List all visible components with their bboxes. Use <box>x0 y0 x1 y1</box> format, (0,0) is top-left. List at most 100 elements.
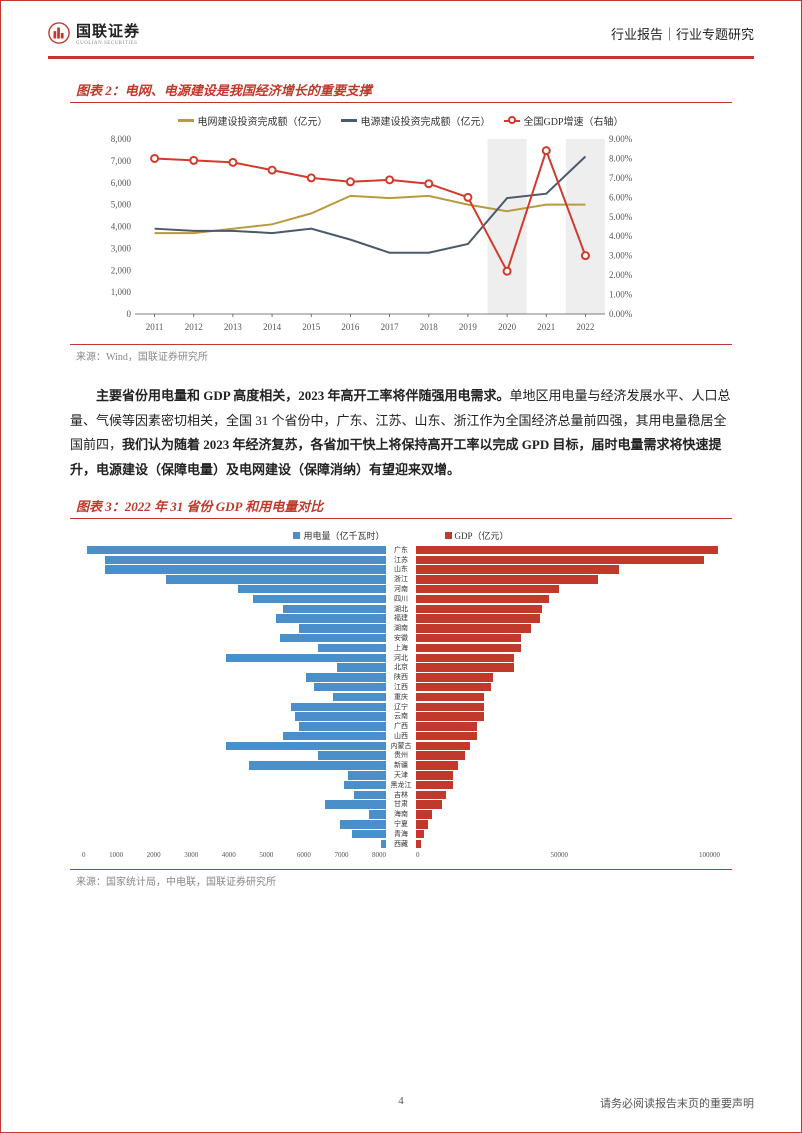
gdp-bar <box>416 654 514 663</box>
province-label: 江西 <box>386 683 416 692</box>
elec-bar <box>325 800 386 809</box>
svg-text:2014: 2014 <box>263 322 282 332</box>
gdp-bar <box>416 712 484 721</box>
elec-bar <box>253 595 386 604</box>
svg-text:9.00%: 9.00% <box>609 134 633 144</box>
gdp-bar <box>416 810 432 819</box>
svg-text:4,000: 4,000 <box>111 222 132 232</box>
province-label: 重庆 <box>386 693 416 702</box>
svg-text:4.00%: 4.00% <box>609 231 633 241</box>
province-label: 天津 <box>386 771 416 780</box>
elec-bar <box>105 565 386 574</box>
legend-gdp2-label: GDP（亿元） <box>455 529 509 542</box>
gdp-bar <box>416 585 559 594</box>
svg-text:0: 0 <box>127 309 132 319</box>
figure2-chart: 电网建设投资完成额（亿元） 电源建设投资完成额（亿元） 全国GDP增速（右轴） … <box>70 103 732 344</box>
figure3-legend: 用电量（亿千瓦时） GDP（亿元） <box>82 529 720 542</box>
figure2-source: 来源：Wind，国联证券研究所 <box>70 344 732 366</box>
gdp-bar <box>416 732 477 741</box>
province-label: 内蒙古 <box>386 742 416 751</box>
svg-text:2015: 2015 <box>302 322 321 332</box>
gdp-bar <box>416 722 477 731</box>
province-label: 贵州 <box>386 751 416 760</box>
elec-bar <box>283 605 386 614</box>
province-label: 广西 <box>386 722 416 731</box>
gdp-bar <box>416 683 491 692</box>
elec-bar <box>333 693 386 702</box>
svg-text:2019: 2019 <box>459 322 478 332</box>
figure3-axis: 800070006000500040003000200010000 050000… <box>82 851 720 859</box>
gdp-bar <box>416 781 453 790</box>
gdp-bar <box>416 595 549 604</box>
svg-text:2012: 2012 <box>185 322 203 332</box>
elec-bar <box>87 546 386 555</box>
elec-bar <box>318 751 386 760</box>
logo-en: GUOLIAN SECURITIES <box>76 41 140 46</box>
province-label: 广东 <box>386 546 416 555</box>
gdp-bar <box>416 693 484 702</box>
elec-bar <box>276 614 386 623</box>
province-label: 西藏 <box>386 840 416 849</box>
svg-text:8,000: 8,000 <box>111 134 132 144</box>
province-label: 四川 <box>386 595 416 604</box>
svg-text:1,000: 1,000 <box>111 287 132 297</box>
gdp-bar <box>416 840 421 849</box>
figure3-title: 图表 3：2022 年 31 省份 GDP 和用电量对比 <box>70 493 732 519</box>
header: 国联证券 GUOLIAN SECURITIES 行业报告｜行业专题研究 <box>0 0 802 54</box>
province-label: 湖北 <box>386 605 416 614</box>
svg-text:2016: 2016 <box>341 322 360 332</box>
svg-text:3.00%: 3.00% <box>609 251 633 261</box>
gdp-bar <box>416 624 531 633</box>
legend-gdp-label: 全国GDP增速（右轴） <box>523 113 623 128</box>
elec-bar <box>166 575 386 584</box>
gdp-bar <box>416 663 514 672</box>
elec-bar <box>306 673 386 682</box>
page-number: 4 <box>398 1095 404 1107</box>
province-label: 安徽 <box>386 634 416 643</box>
svg-text:2.00%: 2.00% <box>609 270 633 280</box>
elec-bar <box>280 634 386 643</box>
logo-cn: 国联证券 <box>76 20 140 41</box>
svg-text:2013: 2013 <box>224 322 243 332</box>
elec-bar <box>249 761 386 770</box>
legend-grid-label: 电网建设投资完成额（亿元） <box>197 113 327 128</box>
svg-text:6,000: 6,000 <box>111 178 132 188</box>
figure3-source: 来源：国家统计局，中电联，国联证券研究所 <box>70 869 732 891</box>
svg-text:2018: 2018 <box>420 322 439 332</box>
elec-bar <box>238 585 386 594</box>
svg-text:2011: 2011 <box>146 322 164 332</box>
svg-text:5,000: 5,000 <box>111 200 132 210</box>
svg-text:2022: 2022 <box>576 322 594 332</box>
svg-text:2020: 2020 <box>498 322 517 332</box>
elec-bar <box>283 732 386 741</box>
province-label: 河南 <box>386 585 416 594</box>
elec-bar <box>299 722 386 731</box>
elec-bar <box>348 771 386 780</box>
footer-disclaimer: 请务必阅读报告末页的重要声明 <box>600 1095 754 1111</box>
gdp-bar <box>416 830 424 839</box>
gdp-bar <box>416 605 542 614</box>
gdp-bar <box>416 644 521 653</box>
gdp-bar <box>416 546 718 555</box>
elec-bar <box>369 810 386 819</box>
gdp-bar <box>416 820 428 829</box>
svg-text:7,000: 7,000 <box>111 156 132 166</box>
figure2-legend: 电网建设投资完成额（亿元） 电源建设投资完成额（亿元） 全国GDP增速（右轴） <box>90 113 712 128</box>
body-text: 主要省份用电量和 GDP 高度相关，2023 年高开工率将伴随强用电需求。单地区… <box>70 384 732 483</box>
gdp-bar <box>416 800 442 809</box>
elec-bar <box>291 703 386 712</box>
gdp-bar <box>416 565 619 574</box>
elec-bar <box>226 654 386 663</box>
gdp-bar <box>416 673 493 682</box>
elec-bar <box>354 791 386 800</box>
province-label: 云南 <box>386 712 416 721</box>
svg-text:1.00%: 1.00% <box>609 290 633 300</box>
elec-bar <box>344 781 386 790</box>
svg-text:5.00%: 5.00% <box>609 212 633 222</box>
figure2-title: 图表 2：电网、电源建设是我国经济增长的重要支撑 <box>70 77 732 103</box>
province-label: 北京 <box>386 663 416 672</box>
gdp-bar <box>416 761 458 770</box>
footer: 4 请务必阅读报告末页的重要声明 <box>0 1095 802 1111</box>
tornado-chart: 广东江苏山东浙江河南四川湖北福建湖南安徽上海河北北京陕西江西重庆辽宁云南广西山西… <box>82 546 720 848</box>
gdp-bar <box>416 575 598 584</box>
